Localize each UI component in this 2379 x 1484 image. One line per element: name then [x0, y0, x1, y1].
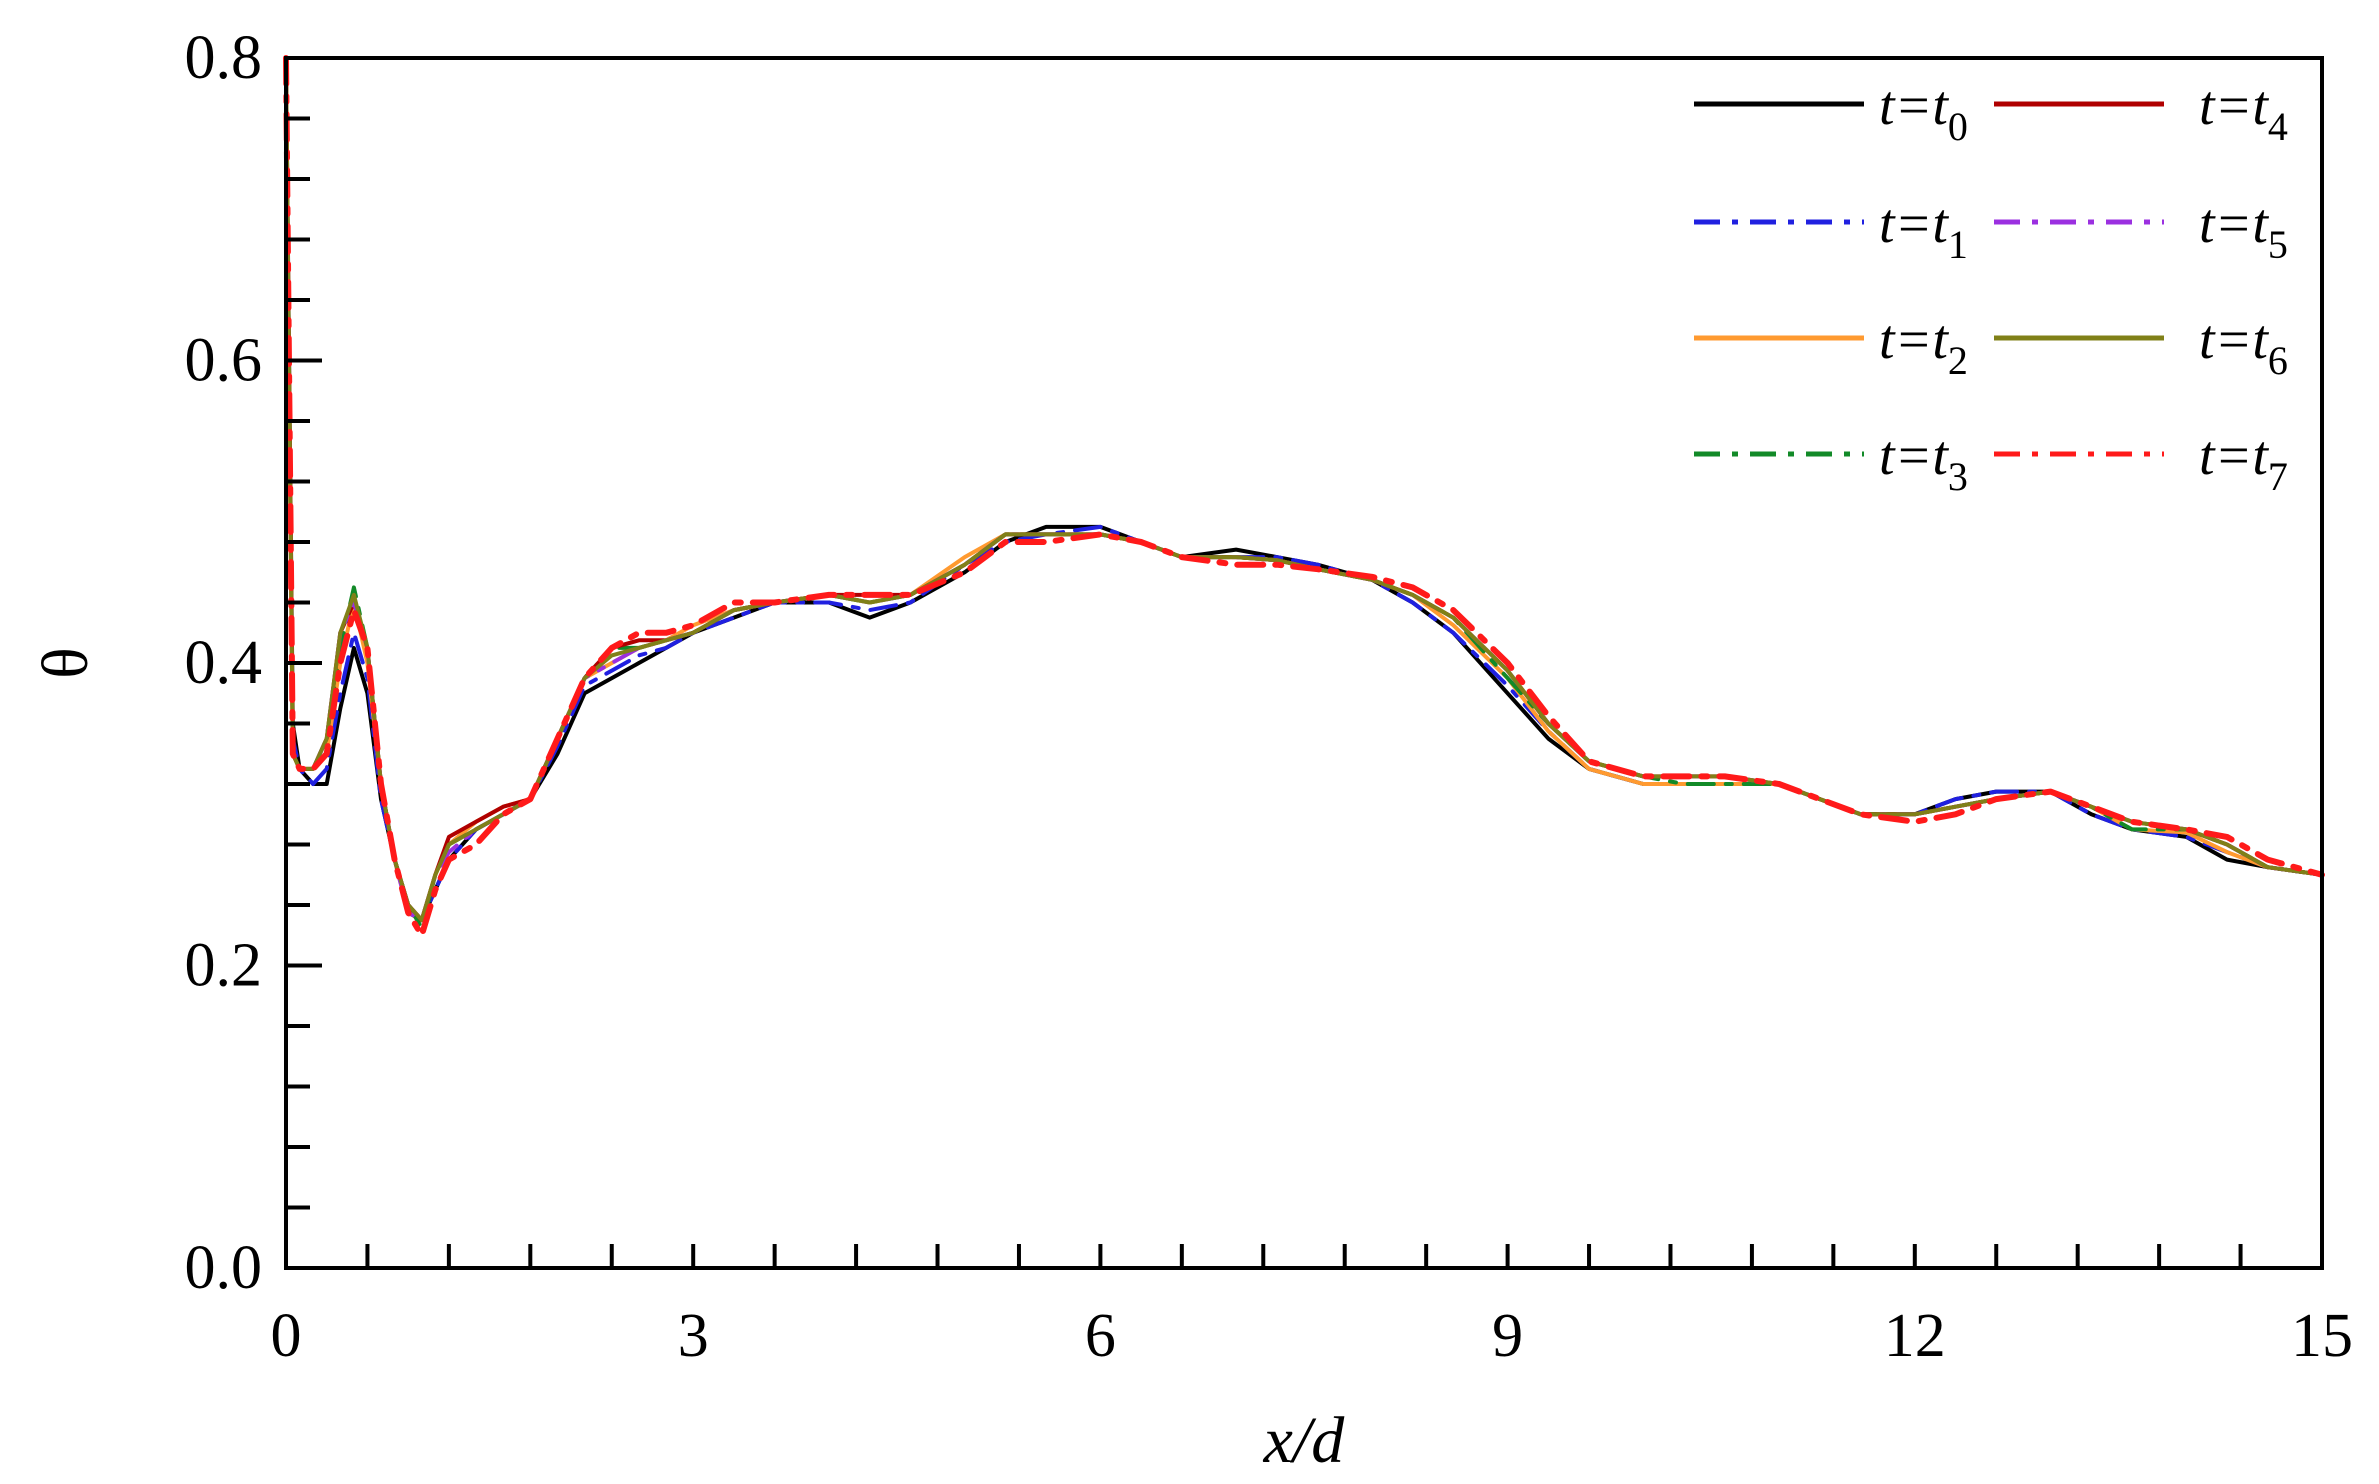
legend-label: t=t3 — [1879, 425, 1968, 499]
legend-label: t=t7 — [2199, 425, 2288, 499]
legend-item-4: t=t4 — [1994, 75, 2288, 149]
legend-label: t=t5 — [2199, 193, 2288, 267]
x-tick-label: 9 — [1492, 1302, 1523, 1370]
x-tick-label: 15 — [2291, 1302, 2353, 1370]
series-line-7 — [283, 55, 2325, 939]
y-tick-label: 0.6 — [185, 327, 263, 395]
y-tick-label: 0.0 — [185, 1234, 263, 1302]
legend-label: t=t6 — [2199, 309, 2288, 383]
x-tick-label: 6 — [1085, 1302, 1116, 1370]
legend-item-2: t=t2 — [1694, 309, 1968, 383]
x-axis-title: x/d — [1263, 1404, 1346, 1477]
plot-frame — [284, 56, 2324, 1270]
x-tick-label: 0 — [271, 1302, 302, 1370]
y-axis-title: θ — [29, 647, 102, 679]
legend-item-0: t=t0 — [1694, 75, 1968, 149]
legend-label: t=t0 — [1879, 75, 1968, 149]
series-layer — [283, 55, 2325, 939]
legend-item-5: t=t5 — [1994, 193, 2288, 267]
legend-item-7: t=t7 — [1994, 425, 2288, 499]
legend-label: t=t2 — [1879, 309, 1968, 383]
legend-item-3: t=t3 — [1694, 425, 1968, 499]
legend-label: t=t1 — [1879, 193, 1968, 267]
y-tick-label: 0.4 — [185, 629, 263, 697]
legend-label: t=t4 — [2199, 75, 2288, 149]
series-line-1 — [284, 56, 2324, 923]
ticks-layer: 0 3 6 9 12 15 0.0 0.2 0.4 0.6 0.8 — [185, 24, 2354, 1370]
legend-item-6: t=t6 — [1994, 309, 2288, 383]
x-tick-label: 3 — [678, 1302, 709, 1370]
y-tick-label: 0.2 — [185, 932, 263, 1000]
x-tick-label: 12 — [1884, 1302, 1946, 1370]
legend: t=t0 t=t1 t=t2 t=t3 t=t4 t=t5 t=t6 t=t7 — [1694, 75, 2288, 499]
legend-item-1: t=t1 — [1694, 193, 1968, 267]
y-tick-label: 0.8 — [185, 24, 263, 92]
